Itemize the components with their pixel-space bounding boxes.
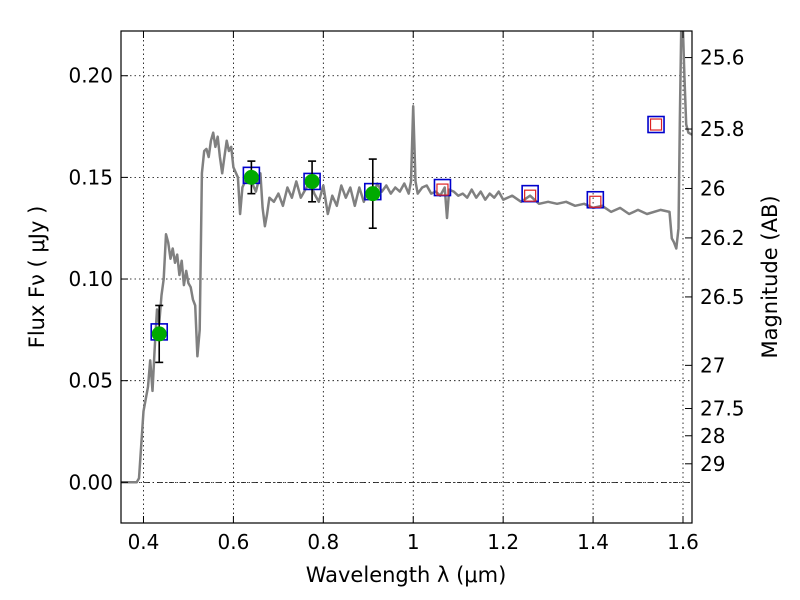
right-y-axis-label: Magnitude (AB): [758, 195, 782, 358]
y-tick-label: 0.00: [68, 470, 113, 494]
mag-tick-label: 27.5: [700, 397, 745, 421]
y-tick-label: 0.20: [68, 64, 113, 88]
mag-tick-label: 27: [700, 353, 725, 377]
mag-tick-label: 28: [700, 424, 725, 448]
series: [121, 31, 692, 484]
mag-tick-label: 25.8: [700, 117, 745, 141]
observed-point: [304, 173, 320, 189]
x-tick-label: 1.2: [487, 530, 519, 554]
x-tick-label: 0.4: [128, 530, 160, 554]
x-tick-label: 1.4: [577, 530, 609, 554]
observed-point: [243, 169, 259, 185]
y-tick-label: 0.10: [68, 267, 113, 291]
plot-background: [121, 31, 692, 523]
mag-tick-label: 26.5: [700, 285, 745, 309]
red-square-marker: [589, 195, 602, 208]
x-tick-label: 1.6: [667, 530, 699, 554]
red-square-marker: [649, 118, 663, 131]
y-axis-label: Flux Fν ( μJy ): [25, 206, 49, 349]
y-tick-label: 0.15: [68, 165, 113, 189]
mag-tick-label: 26.2: [700, 226, 745, 250]
mag-tick-label: 29: [700, 452, 725, 476]
mag-tick-label: 26: [700, 176, 725, 200]
x-tick-label: 0.8: [307, 530, 339, 554]
y-tick-label: 0.05: [68, 369, 113, 393]
red-square-marker: [436, 183, 449, 196]
x-axis-label: Wavelength λ (μm): [306, 563, 507, 587]
mag-tick-label: 25.6: [700, 46, 745, 70]
plot-frame: [120, 30, 693, 524]
observed-point: [365, 186, 381, 202]
red-square-marker: [524, 189, 537, 202]
model-band-square: [647, 115, 665, 134]
x-tick-label: 1: [407, 530, 420, 554]
x-tick-label: 0.6: [217, 530, 249, 554]
model-spectrum-line: [121, 31, 692, 484]
observed-point: [151, 326, 167, 342]
axes: 0.4 0.6 0.8 1 1.2 1.4 1.6 0.00 0.05 0.10 0.15 0.20 2…: [68, 31, 745, 554]
